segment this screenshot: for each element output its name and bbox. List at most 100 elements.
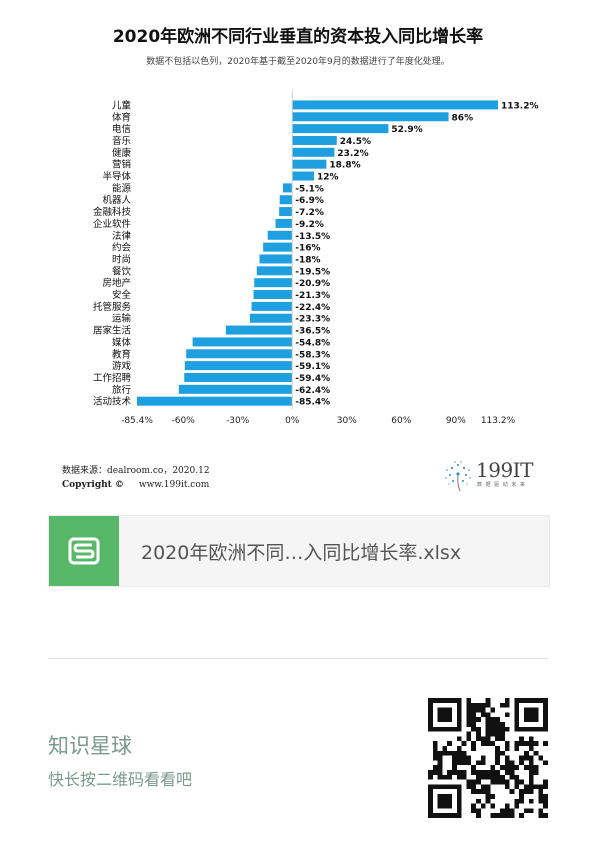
brand-logo: 199IT 数 据 驱 动 未 来: [442, 458, 533, 492]
category-label: 儿童: [112, 99, 132, 111]
bar: [292, 100, 498, 110]
bar: [292, 147, 335, 157]
bar: [251, 301, 293, 311]
logo-text: 199IT: [476, 458, 533, 482]
data-label: 24.5%: [340, 137, 371, 147]
data-label: -58.3%: [295, 350, 330, 360]
logo-tagline: 数 据 驱 动 未 来: [477, 482, 526, 488]
data-label: -9.2%: [295, 220, 324, 230]
bar: [282, 183, 293, 193]
bar: [279, 195, 293, 205]
category-label: 运输: [112, 313, 132, 325]
bar: [275, 218, 293, 228]
bar: [225, 325, 293, 335]
bar: [192, 337, 293, 347]
category-label: 教育: [112, 348, 131, 360]
category-label: 餐饮: [112, 265, 132, 277]
x-tick-label: -85.4%: [121, 416, 153, 426]
category-label: 活动技术: [93, 396, 132, 408]
category-label: 半导体: [102, 171, 131, 183]
data-label: 113.2%: [501, 101, 539, 111]
chart-title: 2020年欧洲不同行业垂直的资本投入同比增长率: [112, 27, 484, 47]
category-label: 游戏: [112, 360, 132, 372]
data-label: -21.3%: [295, 291, 330, 301]
bar: [256, 266, 293, 276]
bar: [137, 396, 293, 406]
data-label: 52.9%: [391, 125, 422, 135]
category-label: 健康: [112, 147, 132, 159]
dandelion-icon: [445, 461, 471, 492]
bar: [292, 171, 315, 181]
data-label: 23.2%: [337, 149, 368, 159]
file-attachment-card[interactable]: 2020年欧洲不同…入同比增长率.xlsx: [48, 515, 550, 587]
bar: [249, 313, 293, 323]
category-label: 电信: [112, 123, 131, 135]
bar: [292, 124, 389, 134]
data-label: -19.5%: [295, 267, 330, 277]
data-label: -20.9%: [295, 279, 330, 289]
bar: [263, 242, 293, 252]
category-label: 能源: [112, 182, 132, 194]
data-label: -22.4%: [295, 303, 330, 313]
spreadsheet-s-icon: [49, 516, 119, 586]
category-label: 法律: [112, 230, 132, 242]
bar: [254, 278, 293, 288]
qr-code-icon[interactable]: [428, 698, 548, 818]
bar-chart: 儿童 113.2% 体育 86% 电信 52.9% 音乐 24.5% 健康 23.2% 营销 18.8…: [93, 91, 539, 426]
x-tick-label: -30%: [226, 416, 250, 426]
category-label: 企业软件: [93, 218, 132, 230]
bar: [267, 230, 293, 240]
data-label: -54.8%: [295, 338, 330, 348]
x-tick-label: 113.2%: [481, 416, 516, 426]
bar: [184, 361, 293, 371]
x-tick-label: 0%: [285, 416, 300, 426]
copyright: Copyright © www.199it.com: [62, 480, 209, 490]
data-source: 数据来源：dealroom.co，2020.12: [62, 466, 210, 476]
bar: [178, 384, 293, 394]
data-label: 86%: [452, 113, 474, 123]
data-label: -5.1%: [295, 184, 324, 194]
bar: [279, 207, 293, 217]
category-label: 金融科技: [93, 206, 132, 218]
x-tick-label: 30%: [337, 416, 357, 426]
category-label: 约会: [112, 242, 132, 254]
data-label: -7.2%: [295, 208, 324, 218]
data-label: -6.9%: [295, 196, 324, 206]
x-tick-label: 60%: [391, 416, 411, 426]
category-label: 托管服务: [93, 301, 132, 313]
category-label: 体育: [112, 111, 131, 123]
divider: [48, 658, 548, 659]
data-label: -23.3%: [295, 315, 330, 325]
data-label: -85.4%: [295, 398, 330, 408]
promo-title: 知识星球: [48, 734, 132, 758]
category-label: 营销: [112, 159, 132, 171]
data-label: -62.4%: [295, 386, 330, 396]
category-label: 媒体: [112, 336, 132, 348]
bar: [253, 290, 293, 300]
data-label: 18.8%: [329, 161, 360, 171]
category-label: 机器人: [102, 194, 131, 206]
category-label: 居家生活: [93, 325, 132, 337]
bar: [184, 372, 293, 382]
data-label: -59.4%: [295, 374, 330, 384]
bar: [259, 254, 293, 264]
category-label: 时尚: [112, 253, 131, 265]
bar: [292, 135, 337, 145]
promo-subtitle: 快长按二维码看看吧: [48, 770, 193, 789]
bar: [292, 112, 449, 122]
chart-subtitle: 数据不包括以色列，2020年基于截至2020年9月的数据进行了年度化处理。: [146, 57, 450, 67]
data-label: -36.5%: [295, 327, 330, 337]
data-label: -13.5%: [295, 232, 330, 242]
x-tick-label: 90%: [446, 416, 466, 426]
category-label: 房地产: [102, 277, 131, 289]
bar: [186, 349, 293, 359]
data-label: -59.1%: [295, 362, 330, 372]
copyright-site: www.199it.com: [138, 480, 210, 490]
data-label: -18%: [295, 255, 320, 265]
copyright-label: Copyright ©: [62, 480, 124, 490]
data-label: -16%: [295, 244, 320, 254]
category-label: 安全: [112, 289, 132, 301]
category-label: 旅行: [112, 384, 132, 396]
x-tick-label: -60%: [172, 416, 196, 426]
bar: [292, 159, 327, 169]
